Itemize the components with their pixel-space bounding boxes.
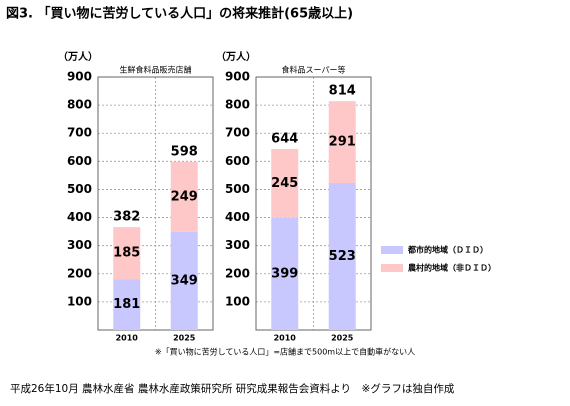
legend-swatch [381, 246, 403, 254]
value-label: 181 [113, 297, 140, 312]
source: 平成26年10月 農林水産省 農林水産政策研究所 研究成果報告会資料より ※グラ… [10, 382, 455, 395]
total-label: 382 [113, 210, 140, 225]
x-tick-label: 2025 [331, 334, 354, 343]
y-tick-label: 200 [225, 266, 250, 280]
bar-segment [271, 148, 299, 218]
y-tick-label: 200 [67, 266, 92, 280]
bar-segment [328, 182, 356, 330]
y-tick-label: 800 [67, 98, 92, 112]
legend-label: 農村的地域（非ＤＩＤ） [408, 263, 496, 273]
y-tick-label: 600 [67, 154, 92, 168]
legend-label: 都市的地域（ＤＩＤ） [407, 245, 488, 255]
y-tick-label: 700 [225, 126, 250, 140]
value-label: 291 [329, 135, 356, 150]
y-axis-label: （万人） [58, 50, 98, 63]
y-tick-label: 600 [225, 154, 250, 168]
legend-swatch [381, 264, 403, 272]
total-label: 814 [329, 84, 356, 99]
y-tick-label: 100 [67, 294, 92, 308]
y-axis-label: （万人） [216, 50, 256, 63]
bar-segment [328, 101, 356, 183]
y-tick-label: 400 [67, 210, 92, 224]
value-label: 523 [329, 249, 356, 264]
x-tick-label: 2025 [173, 334, 196, 343]
value-label: 399 [271, 266, 298, 281]
y-tick-label: 800 [225, 98, 250, 112]
note: ※「買い物に苦労している人口」=店舗まで500m以上で自動車がない人 [155, 347, 415, 357]
y-tick-label: 300 [225, 238, 250, 252]
x-tick-label: 2010 [116, 334, 139, 343]
bar-segment [271, 217, 299, 330]
chart-subtitle: 食料品スーパー等 [282, 65, 346, 75]
bar-segment [170, 231, 198, 330]
value-label: 249 [171, 189, 198, 204]
y-tick-label: 700 [67, 126, 92, 140]
y-tick-label: 500 [67, 182, 92, 196]
bar-segment [113, 279, 141, 330]
page-title: 図3. 「買い物に苦労している人口」の将来推計(65歳以上) [6, 6, 353, 22]
plot-frame [97, 76, 214, 331]
chart-subtitle: 生鮮食料品販売店舗 [120, 65, 192, 75]
total-label: 598 [171, 144, 198, 159]
y-tick-label: 900 [225, 70, 250, 84]
value-label: 245 [271, 176, 298, 191]
total-label: 644 [271, 131, 298, 146]
value-label: 349 [171, 273, 198, 288]
x-tick-label: 2010 [274, 334, 297, 343]
y-tick-label: 400 [225, 210, 250, 224]
y-tick-label: 300 [67, 238, 92, 252]
plot-frame [255, 76, 372, 331]
bar-segment [113, 227, 141, 280]
y-tick-label: 900 [67, 70, 92, 84]
y-tick-label: 100 [225, 294, 250, 308]
value-label: 185 [113, 246, 140, 261]
bar-segment [170, 161, 198, 232]
y-tick-label: 500 [225, 182, 250, 196]
